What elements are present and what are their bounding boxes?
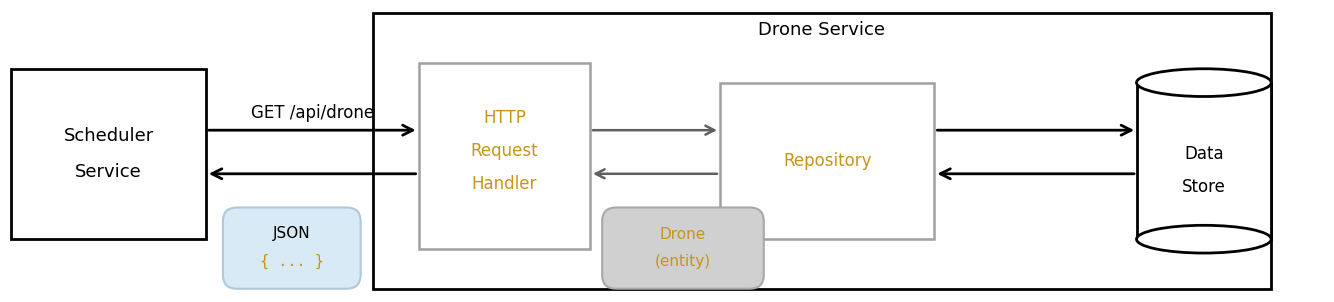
FancyBboxPatch shape [602,207,764,289]
Text: Drone: Drone [660,227,706,242]
Text: Request: Request [471,142,538,160]
Text: Drone Service: Drone Service [758,21,886,39]
Bar [372,13,1271,289]
FancyBboxPatch shape [223,207,360,289]
Text: GET /api/drone: GET /api/drone [251,104,374,122]
Text: JSON: JSON [273,226,311,241]
Text: Service: Service [75,163,141,181]
Bar [1137,83,1271,239]
Text: { ... }: { ... } [260,253,324,268]
Bar [419,63,590,249]
Text: Store: Store [1182,178,1226,196]
Bar [720,83,934,239]
Text: Repository: Repository [783,152,871,170]
Ellipse shape [1137,69,1271,97]
Text: (entity): (entity) [655,255,711,269]
Text: Data: Data [1185,145,1223,163]
Text: HTTP: HTTP [483,109,526,127]
Text: Scheduler: Scheduler [64,127,153,145]
Bar [12,69,205,239]
Ellipse shape [1137,225,1271,253]
Text: Handler: Handler [472,175,538,193]
